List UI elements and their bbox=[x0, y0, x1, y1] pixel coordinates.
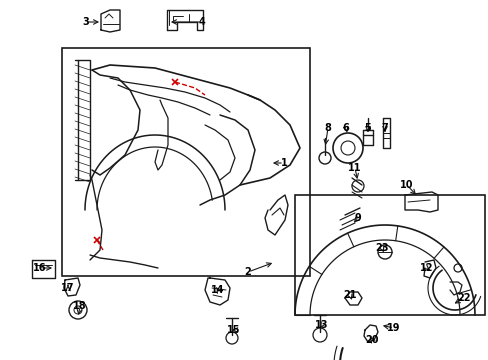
Text: 13: 13 bbox=[315, 320, 328, 330]
Text: 11: 11 bbox=[347, 163, 361, 173]
Text: 21: 21 bbox=[343, 290, 356, 300]
Bar bbox=[294, 195, 484, 315]
Text: 14: 14 bbox=[211, 285, 224, 295]
Text: 4: 4 bbox=[198, 17, 205, 27]
Text: 7: 7 bbox=[381, 123, 387, 133]
Text: 22: 22 bbox=[456, 293, 470, 303]
Text: 18: 18 bbox=[73, 301, 87, 311]
Text: 23: 23 bbox=[374, 243, 388, 253]
Text: 8: 8 bbox=[324, 123, 331, 133]
Text: 19: 19 bbox=[386, 323, 400, 333]
Text: 3: 3 bbox=[82, 17, 89, 27]
Text: 15: 15 bbox=[227, 325, 240, 335]
Text: 12: 12 bbox=[419, 263, 433, 273]
Text: 6: 6 bbox=[342, 123, 348, 133]
Bar bbox=[62, 48, 309, 276]
Text: 9: 9 bbox=[354, 213, 361, 223]
Text: 1: 1 bbox=[280, 158, 287, 168]
Text: 20: 20 bbox=[365, 335, 378, 345]
Text: 16: 16 bbox=[33, 263, 47, 273]
Text: 10: 10 bbox=[400, 180, 413, 190]
Text: 5: 5 bbox=[364, 123, 370, 133]
Text: 2: 2 bbox=[244, 267, 251, 277]
Text: 17: 17 bbox=[61, 283, 75, 293]
